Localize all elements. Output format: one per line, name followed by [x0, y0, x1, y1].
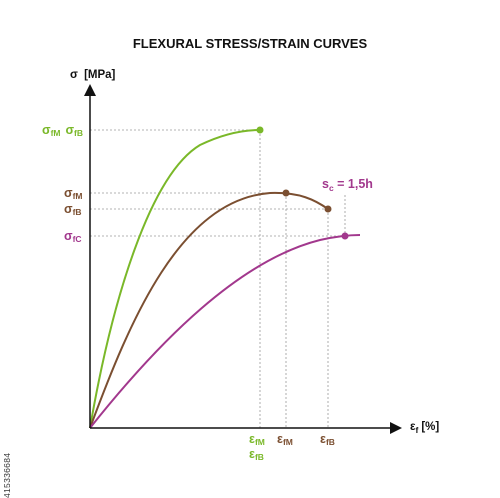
stock-id-watermark: 415336684	[2, 452, 12, 498]
x-label-green-max: εfM	[249, 432, 265, 447]
y-label-brown-break: σfB	[64, 202, 82, 217]
y-stress-labels: σfM σfB σfM σfB σfC	[42, 123, 83, 244]
sc-annotation-value: = 1,5h	[334, 177, 373, 191]
y-axis-label: σ [MPa]	[70, 69, 116, 81]
green-end-point	[256, 126, 264, 134]
sc-annotation-symbol: s	[322, 177, 329, 191]
x-label-brown-break: εfB	[320, 432, 335, 447]
purple-sc-point	[341, 232, 349, 240]
y-label-purple: σfC	[64, 229, 82, 244]
y-label-brown-max: σfM	[64, 186, 82, 201]
sc-annotation: sc = 1,5h	[322, 177, 373, 193]
guide-lines	[90, 129, 346, 428]
chart-title: FLEXURAL STRESS/STRAIN CURVES	[133, 36, 368, 51]
x-axis-label: εf [%]	[410, 421, 439, 435]
brown-curve	[89, 191, 329, 429]
x-axis-symbol: ε	[410, 421, 416, 433]
y-axis-unit: [MPa]	[84, 69, 115, 81]
x-label-brown-max: εfM	[277, 432, 293, 447]
x-axis-subscript: f	[415, 425, 418, 435]
y-label-green: σfM σfB	[42, 123, 83, 138]
x-label-green-break: εfB	[249, 447, 264, 462]
y-axis-symbol: σ	[70, 69, 78, 81]
green-curve	[89, 129, 261, 429]
brown-break-point	[324, 205, 332, 213]
x-axis-unit: [%]	[421, 421, 439, 433]
brown-max-point	[282, 189, 290, 197]
sc-annotation-subscript: c	[329, 183, 334, 193]
x-strain-labels: εfM εfB εfM εfB	[249, 432, 335, 462]
